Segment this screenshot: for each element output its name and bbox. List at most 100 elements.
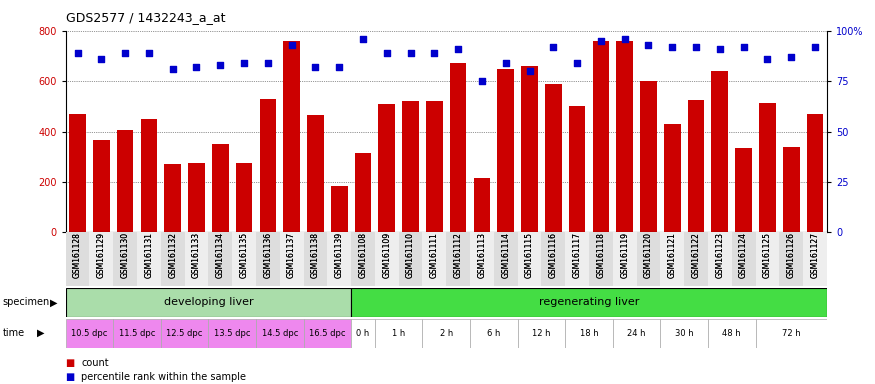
Text: ■: ■ — [66, 358, 75, 368]
Text: 16.5 dpc: 16.5 dpc — [309, 329, 346, 338]
Bar — [565, 319, 612, 348]
Text: GSM161130: GSM161130 — [121, 232, 130, 278]
Bar — [780, 232, 803, 286]
Text: GSM161118: GSM161118 — [597, 232, 605, 278]
Bar — [351, 319, 374, 348]
Text: GSM161135: GSM161135 — [240, 232, 248, 278]
Bar — [661, 232, 684, 286]
Point — [546, 44, 560, 50]
Bar — [66, 319, 113, 348]
Bar — [493, 232, 518, 286]
Point — [665, 44, 679, 50]
Text: GSM161134: GSM161134 — [216, 232, 225, 278]
Bar — [760, 103, 776, 232]
Text: GSM161134: GSM161134 — [216, 232, 225, 278]
Text: GSM161131: GSM161131 — [144, 232, 153, 278]
Text: ■: ■ — [66, 372, 75, 382]
Text: specimen: specimen — [3, 297, 50, 308]
Bar — [637, 232, 661, 286]
Bar — [640, 81, 657, 232]
Bar — [256, 319, 304, 348]
Bar — [423, 232, 446, 286]
Bar — [497, 68, 514, 232]
Bar — [569, 106, 585, 232]
Bar — [426, 101, 443, 232]
Bar — [185, 232, 208, 286]
Point — [142, 50, 156, 56]
Bar — [402, 101, 419, 232]
Text: GSM161113: GSM161113 — [478, 232, 487, 278]
Text: GSM161137: GSM161137 — [287, 232, 296, 278]
Bar — [141, 119, 158, 232]
Text: GSM161111: GSM161111 — [430, 232, 439, 278]
Text: 11.5 dpc: 11.5 dpc — [119, 329, 155, 338]
Text: GSM161120: GSM161120 — [644, 232, 653, 278]
Bar — [612, 232, 637, 286]
Bar — [684, 232, 708, 286]
Point — [475, 78, 489, 84]
Text: GSM161121: GSM161121 — [668, 232, 676, 278]
Text: GSM161126: GSM161126 — [787, 232, 795, 278]
Bar — [351, 288, 827, 317]
Text: ▶: ▶ — [50, 297, 58, 308]
Text: GSM161138: GSM161138 — [311, 232, 320, 278]
Point — [94, 56, 108, 62]
Bar — [732, 232, 755, 286]
Bar — [450, 63, 466, 232]
Point — [641, 42, 655, 48]
Point — [380, 50, 394, 56]
Bar — [688, 100, 704, 232]
Text: GSM161119: GSM161119 — [620, 232, 629, 278]
Text: 18 h: 18 h — [579, 329, 598, 338]
Bar — [260, 99, 276, 232]
Point — [713, 46, 727, 52]
Bar — [212, 144, 228, 232]
Bar — [518, 319, 565, 348]
Text: 13.5 dpc: 13.5 dpc — [214, 329, 250, 338]
Bar — [783, 147, 800, 232]
Bar — [188, 163, 205, 232]
Point — [332, 64, 346, 70]
Bar — [589, 232, 612, 286]
Bar — [69, 114, 86, 232]
Text: ▶: ▶ — [37, 328, 45, 338]
Text: GSM161118: GSM161118 — [597, 232, 605, 278]
Text: GSM161139: GSM161139 — [335, 232, 344, 278]
Bar — [113, 319, 161, 348]
Text: GSM161116: GSM161116 — [549, 232, 557, 278]
Point — [618, 36, 632, 42]
Text: GSM161115: GSM161115 — [525, 232, 534, 278]
Text: GSM161110: GSM161110 — [406, 232, 415, 278]
Text: 12 h: 12 h — [532, 329, 550, 338]
Bar — [470, 319, 518, 348]
Point — [499, 60, 513, 66]
Bar — [755, 232, 780, 286]
Text: GSM161135: GSM161135 — [240, 232, 248, 278]
Bar — [208, 232, 232, 286]
Point — [190, 64, 204, 70]
Text: 10.5 dpc: 10.5 dpc — [71, 329, 108, 338]
Bar — [470, 232, 494, 286]
Text: GSM161127: GSM161127 — [810, 232, 820, 278]
Bar — [161, 232, 185, 286]
Point — [237, 60, 251, 66]
Point — [118, 50, 132, 56]
Point — [308, 64, 322, 70]
Text: GSM161109: GSM161109 — [382, 232, 391, 278]
Text: GSM161127: GSM161127 — [810, 232, 820, 278]
Bar — [304, 232, 327, 286]
Point — [427, 50, 441, 56]
Bar — [735, 148, 752, 232]
Text: GSM161122: GSM161122 — [691, 232, 701, 278]
Bar — [473, 178, 490, 232]
Text: GSM161133: GSM161133 — [192, 232, 201, 278]
Point — [570, 60, 584, 66]
Text: GSM161117: GSM161117 — [572, 232, 582, 278]
Bar — [354, 153, 371, 232]
Bar — [235, 163, 252, 232]
Bar — [66, 232, 89, 286]
Point — [689, 44, 703, 50]
Bar — [565, 232, 589, 286]
Text: GSM161128: GSM161128 — [73, 232, 82, 278]
Point — [760, 56, 774, 62]
